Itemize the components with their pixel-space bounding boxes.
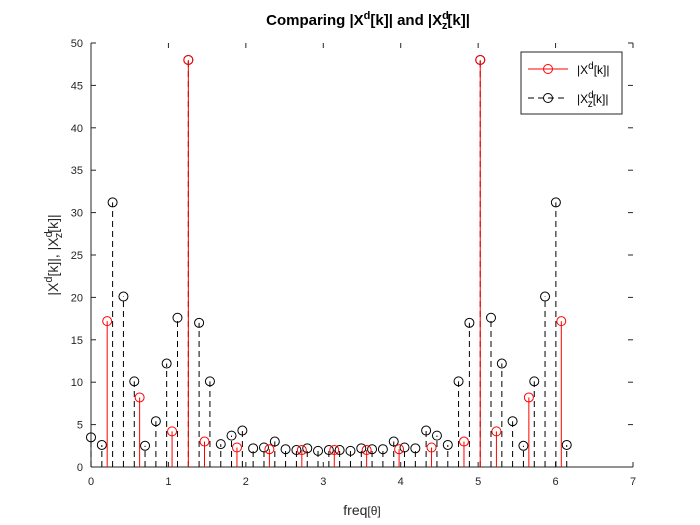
stem-marker <box>150 416 161 427</box>
stem-marker <box>367 444 378 455</box>
stem-marker <box>399 442 410 453</box>
stem-marker <box>302 443 313 454</box>
stem-marker <box>102 316 113 327</box>
stem-marker <box>231 442 242 453</box>
stem-marker <box>323 445 334 456</box>
stem-marker <box>248 443 259 454</box>
stem-marker <box>394 444 405 455</box>
stem-marker <box>194 317 205 328</box>
stem-marker <box>550 197 561 208</box>
legend-swatch-marker-1 <box>543 64 553 74</box>
stem-marker <box>237 425 248 436</box>
stem-marker <box>356 443 367 454</box>
y-tick-label: 35 <box>71 165 83 177</box>
stem-marker <box>464 317 475 328</box>
stem-marker <box>226 430 237 441</box>
stem-marker <box>172 312 183 323</box>
y-tick-label: 0 <box>77 462 83 474</box>
y-tick-label: 20 <box>71 292 83 304</box>
stem-marker <box>140 440 151 451</box>
x-tick-label: 5 <box>475 476 481 488</box>
stem-marker <box>183 54 194 65</box>
x-tick-label: 1 <box>165 476 171 488</box>
stem-marker <box>496 358 507 369</box>
stem-marker <box>167 426 178 437</box>
stem-marker <box>334 445 345 456</box>
stem-marker <box>388 436 399 447</box>
y-tick-label: 30 <box>71 208 83 220</box>
stem-marker <box>491 426 502 437</box>
stem-marker <box>426 442 437 453</box>
stem-marker <box>361 445 372 456</box>
stem-marker <box>291 445 302 456</box>
stem-marker <box>485 312 496 323</box>
x-tick-label: 3 <box>320 476 326 488</box>
stem-marker <box>215 439 226 450</box>
stem-marker <box>561 439 572 450</box>
stem-marker <box>329 445 340 456</box>
y-tick-label: 45 <box>71 80 83 92</box>
x-axis-label: freq[θ] <box>343 502 380 518</box>
y-tick-label: 50 <box>71 38 83 50</box>
stem-marker <box>518 440 529 451</box>
x-tick-label: 7 <box>630 476 636 488</box>
stem-marker <box>345 445 356 456</box>
stem-marker <box>431 430 442 441</box>
stem-marker <box>523 392 534 403</box>
x-tick-label: 4 <box>398 476 404 488</box>
legend-label-1: |Xd[k]| <box>577 61 609 77</box>
stem-marker <box>134 392 145 403</box>
stem-marker <box>107 197 118 208</box>
stem-marker <box>204 376 215 387</box>
chart-title: Comparing |Xd[k]| and |Xd z[k]| <box>266 10 470 32</box>
y-tick-label: 15 <box>71 335 83 347</box>
y-tick-label: 5 <box>77 420 83 432</box>
stem-marker <box>258 442 269 453</box>
stem-marker <box>264 444 275 455</box>
stem-marker <box>199 436 210 447</box>
stem-marker <box>458 436 469 447</box>
stem-marker <box>118 291 129 302</box>
stem-marker <box>540 291 551 302</box>
stem-marker <box>280 444 291 455</box>
stem-marker <box>507 416 518 427</box>
stem-marker <box>96 439 107 450</box>
y-tick-label: 25 <box>71 250 83 262</box>
stem-marker <box>529 376 540 387</box>
stem-marker <box>296 445 307 456</box>
stem-marker <box>475 54 486 65</box>
y-axis-label: |Xd[k]|, |Xdz[k]| <box>43 214 65 295</box>
legend: |Xd[k]| |Xd z[k]| <box>520 51 623 115</box>
y-tick-label: 10 <box>71 377 83 389</box>
x-tick-label: 0 <box>88 476 94 488</box>
series-layer <box>86 54 572 467</box>
legend-label-2: |Xd z[k]| <box>577 90 608 110</box>
stem-marker <box>410 443 421 454</box>
y-ticks: 0 5 10 15 20 25 30 35 40 45 50 <box>71 38 633 474</box>
x-tick-label: 2 <box>243 476 249 488</box>
stem-marker <box>269 436 280 447</box>
stem-marker <box>442 439 453 450</box>
stem-marker <box>313 445 324 456</box>
stem-marker <box>421 425 432 436</box>
legend-box <box>520 51 623 115</box>
stem-marker <box>161 358 172 369</box>
y-tick-label: 40 <box>71 123 83 135</box>
stem-marker <box>86 432 96 443</box>
stem-marker <box>377 444 388 455</box>
stem-marker <box>453 376 464 387</box>
stem-marker <box>556 316 567 327</box>
legend-swatch-marker-2 <box>543 93 553 103</box>
series-1 <box>102 54 567 467</box>
x-tick-label: 6 <box>553 476 559 488</box>
stem-marker <box>129 376 140 387</box>
